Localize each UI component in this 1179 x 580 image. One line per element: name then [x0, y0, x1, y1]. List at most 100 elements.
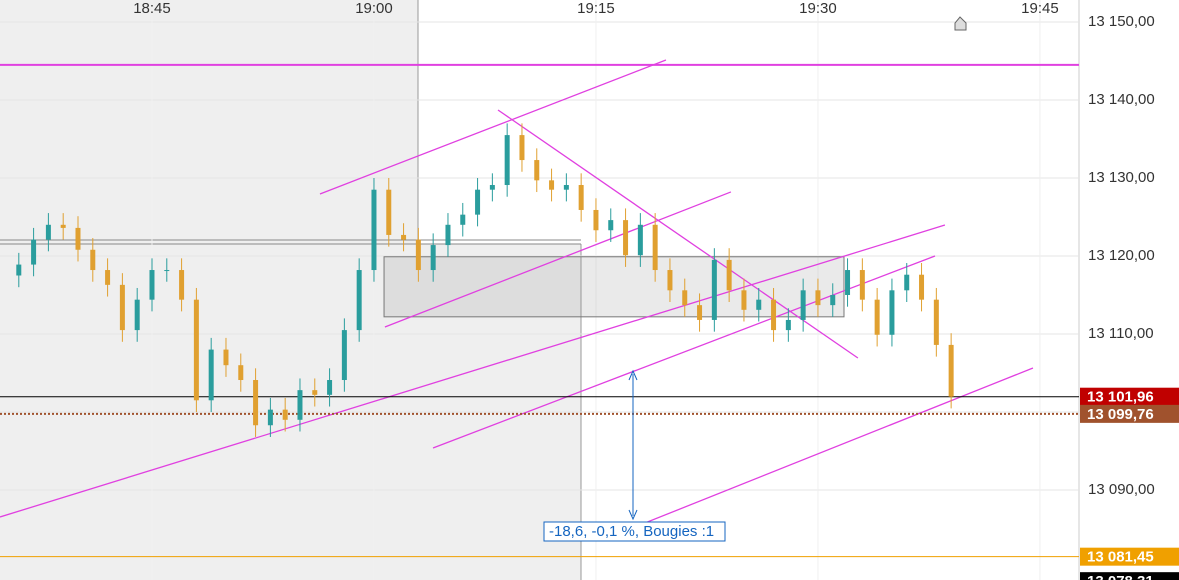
candles [16, 123, 954, 437]
y-tick-label: 13 150,00 [1088, 13, 1155, 30]
candle-body [578, 185, 584, 210]
candle-body [238, 365, 244, 381]
price-tag [1080, 547, 1179, 566]
candle-body [859, 270, 865, 300]
candle-body [253, 380, 259, 426]
candle-body [371, 189, 377, 271]
y-tick-label: 13 120,00 [1088, 247, 1155, 264]
candle-body [267, 409, 273, 426]
candle-body [193, 299, 199, 401]
candle-body [430, 245, 436, 271]
candle-body [149, 270, 155, 300]
x-tick-label: 19:30 [799, 0, 837, 17]
candle-body [711, 259, 717, 320]
candle-body [119, 284, 125, 331]
axis-bg [1079, 0, 1179, 580]
trend-line [432, 255, 936, 449]
price-tag-label: 13 099,76 [1087, 406, 1154, 423]
candle-body [75, 227, 81, 250]
candle-body [327, 380, 333, 395]
candle-body [549, 180, 555, 190]
y-tick-label: 13 110,00 [1088, 325, 1154, 342]
candle-body [504, 135, 510, 186]
home-icon [954, 16, 967, 31]
candle-body [401, 234, 407, 240]
candle-body [60, 224, 66, 228]
candle-body [889, 290, 895, 335]
drawings [0, 59, 1079, 558]
candle-body [741, 290, 747, 310]
trend-line [319, 59, 667, 195]
candle-body [475, 189, 481, 215]
candle-body [845, 270, 851, 295]
candle-body [519, 135, 525, 161]
candle-body [563, 185, 569, 190]
candle-body [800, 290, 806, 320]
trend-line [0, 224, 946, 518]
x-tick-label: 19:45 [1021, 0, 1059, 17]
candle-body [815, 290, 821, 306]
candle-body [179, 270, 185, 300]
candle-body [919, 274, 925, 300]
annotation-box [543, 521, 726, 542]
session-shade [0, 0, 418, 580]
candle-body [164, 270, 170, 272]
candle-body [771, 299, 777, 331]
candle-body [356, 270, 362, 331]
price-tag-label: 13 101,96 [1087, 389, 1154, 406]
candle-body [297, 390, 303, 420]
candle-body [933, 299, 939, 345]
annotation: -18,6, -0,1 %, Bougies :1 [549, 523, 714, 540]
candle-body [667, 270, 673, 291]
candle-body [682, 290, 688, 306]
candle-body [223, 349, 229, 366]
candle-body [282, 409, 288, 420]
candle-body [386, 189, 392, 235]
trend-line [497, 109, 859, 359]
candle-body [341, 330, 347, 381]
candle-body [904, 274, 910, 291]
candle-body [16, 264, 22, 276]
y-tick-label: 13 140,00 [1088, 91, 1155, 108]
price-tag-label: 13 081,45 [1087, 549, 1154, 566]
candle-body [830, 294, 836, 306]
candle-body [593, 209, 599, 231]
rectangle [383, 256, 845, 318]
trend-line [614, 367, 1034, 536]
y-tick-label: 13 130,00 [1088, 169, 1155, 186]
candle-body [208, 349, 214, 401]
measure-arrow-heads [628, 369, 638, 521]
candle-body [948, 344, 954, 397]
price-tag [1080, 387, 1179, 406]
x-tick-label: 18:45 [133, 0, 171, 17]
candle-body [105, 270, 111, 285]
trend-line [384, 191, 732, 328]
candle-body [874, 299, 880, 335]
candle-body [415, 239, 421, 271]
candle-body [726, 259, 732, 291]
candle-body [460, 214, 466, 225]
y-tick-label: 13 090,00 [1088, 481, 1155, 498]
price-tag [1080, 404, 1179, 423]
candle-body [31, 239, 37, 265]
x-tick-label: 19:15 [577, 0, 615, 17]
candle-body [134, 299, 140, 331]
candle-body [623, 220, 629, 256]
candle-body [90, 249, 96, 271]
candle-body [489, 185, 495, 190]
candle-body [445, 224, 451, 246]
candle-body [652, 224, 658, 271]
price-tag [1080, 572, 1179, 580]
candle-body [637, 224, 643, 256]
candle-body [697, 305, 703, 320]
candle-body [45, 224, 51, 240]
candle-body [312, 390, 318, 395]
candle-body [785, 319, 791, 331]
candle-body [608, 220, 614, 231]
candle-body [534, 160, 540, 181]
x-tick-label: 19:00 [355, 0, 393, 17]
price-tag-label: 13 078,31 [1087, 573, 1154, 580]
candle-body [756, 299, 762, 310]
